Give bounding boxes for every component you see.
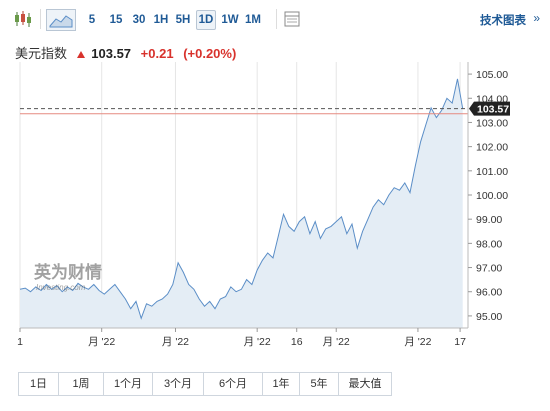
- time-range-selector: 1日 1周 1个月 3个月 6个月 1年 5年 最大值: [18, 372, 392, 396]
- range-max-button[interactable]: 最大值: [348, 378, 382, 390]
- x-tick-label: 月 '22: [244, 336, 271, 348]
- x-tick-label: 16: [291, 336, 303, 348]
- y-tick-label: 101.00: [476, 166, 508, 178]
- price-chart: 95.00 96.00 97.00 98.00 99.00 100.00 101.00 102…: [17, 62, 510, 348]
- tech-chart-link[interactable]: 技术图表: [480, 15, 526, 27]
- interval-30-button[interactable]: 30: [132, 14, 146, 26]
- interval-1d-button[interactable]: 1D: [196, 10, 216, 30]
- candlestick-chart-icon[interactable]: [12, 9, 34, 29]
- x-tick-label: 月 '22: [323, 336, 350, 348]
- last-price: 103.57: [91, 46, 132, 61]
- table-view-icon[interactable]: [283, 9, 301, 29]
- range-6m-button[interactable]: 6个月: [204, 373, 263, 395]
- area-chart-icon[interactable]: [46, 9, 76, 31]
- interval-15-button[interactable]: 15: [109, 14, 123, 26]
- series-line: [19, 78, 464, 320]
- watermark-logo: 英为财情: [34, 262, 102, 283]
- last-price-label: 103.57: [477, 104, 509, 116]
- interval-5-button[interactable]: 5: [88, 14, 96, 26]
- up-arrow-icon: [76, 50, 85, 58]
- y-tick-label: 96.00: [476, 287, 502, 299]
- x-tick-label: 月 '22: [404, 336, 431, 348]
- y-tick-label: 98.00: [476, 238, 502, 250]
- y-tick-label: 99.00: [476, 214, 502, 226]
- y-tick-label: 103.00: [476, 117, 508, 129]
- interval-5h-button[interactable]: 5H: [175, 14, 191, 26]
- range-1y-button[interactable]: 1年: [263, 373, 300, 395]
- interval-1m-button[interactable]: 1M: [245, 14, 261, 26]
- y-tick-label: 105.00: [476, 69, 508, 81]
- range-1d-button[interactable]: 1日: [19, 373, 59, 395]
- chart-toolbar: 5 15 30 1H 5H 1D 1W 1M 技术图表 »: [0, 0, 550, 38]
- range-5y-button[interactable]: 5年: [300, 373, 339, 395]
- quote-header: 美元指数 103.57 +0.21 (+0.20%): [15, 43, 236, 61]
- x-tick-label: 月 '22: [162, 336, 189, 348]
- instrument-name: 美元指数: [15, 46, 68, 61]
- double-chevron-right-icon[interactable]: »: [533, 11, 540, 25]
- price-change-percent: (+0.20%): [183, 46, 237, 61]
- x-tick-label: 17: [454, 336, 466, 348]
- y-tick-label: 95.00: [476, 311, 502, 323]
- series-area: [20, 78, 463, 329]
- range-1m-button[interactable]: 1个月: [104, 373, 153, 395]
- x-tick-label: 1: [17, 336, 23, 348]
- range-1w-button[interactable]: 1周: [59, 373, 104, 395]
- y-tick-label: 100.00: [476, 190, 508, 202]
- last-price-marker: [469, 101, 510, 116]
- price-change: +0.21: [140, 46, 174, 61]
- watermark-sub: Investing.com: [36, 283, 86, 292]
- interval-1h-button[interactable]: 1H: [153, 14, 169, 26]
- range-3m-button[interactable]: 3个月: [153, 373, 204, 395]
- interval-1w-button[interactable]: 1W: [221, 14, 239, 26]
- y-tick-label: 102.00: [476, 142, 508, 154]
- x-tick-label: 月 '22: [88, 336, 115, 348]
- y-tick-label: 97.00: [476, 263, 502, 275]
